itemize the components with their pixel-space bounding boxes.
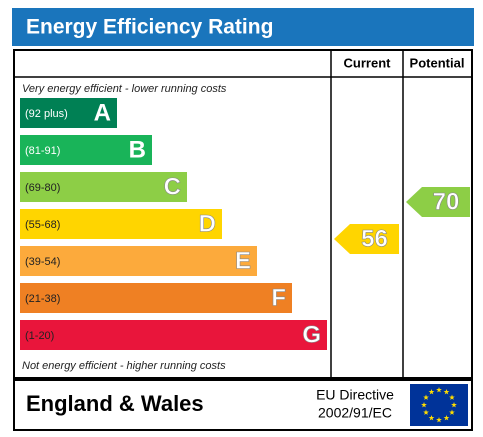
- band-letter: F: [271, 284, 286, 311]
- band-letter: E: [235, 247, 251, 274]
- directive: 2002/91/EC: [318, 405, 392, 421]
- region: England & Wales: [26, 391, 204, 416]
- band: [20, 283, 292, 313]
- column-header: Current: [344, 55, 392, 70]
- star: [443, 415, 450, 421]
- band: [20, 172, 187, 202]
- top-note: Very energy efficient - lower running co…: [22, 83, 227, 95]
- column-header: Potential: [410, 55, 465, 70]
- band: [20, 246, 257, 276]
- band-letter: G: [302, 321, 321, 348]
- rating-value: 56: [361, 225, 388, 252]
- band-letter: B: [129, 136, 146, 163]
- rating-arrow: [334, 224, 399, 254]
- band: [20, 209, 222, 239]
- band-range: (39-54): [25, 256, 60, 268]
- band-letter: A: [94, 99, 111, 126]
- star: [443, 389, 450, 395]
- directive: EU Directive: [316, 387, 394, 403]
- star: [449, 394, 455, 400]
- band-range: (92 plus): [25, 108, 68, 120]
- footer-frame: [13, 379, 473, 431]
- star: [428, 389, 435, 395]
- star: [436, 387, 442, 393]
- title: Energy Efficiency Rating: [26, 16, 273, 39]
- star: [423, 394, 429, 400]
- band: [20, 135, 152, 165]
- rating-value: 70: [433, 188, 460, 215]
- eu-stars: [421, 387, 457, 423]
- header-bar: [12, 8, 474, 46]
- bottom-note: Not energy efficient - higher running co…: [22, 360, 226, 372]
- star: [421, 402, 427, 408]
- band-range: (1-20): [25, 330, 54, 342]
- band-range: (69-80): [25, 182, 60, 194]
- band: [20, 98, 117, 128]
- band-range: (21-38): [25, 293, 60, 305]
- rating-arrow: [406, 187, 470, 217]
- band-range: (81-91): [25, 145, 60, 157]
- star: [428, 415, 435, 421]
- band-letter: D: [199, 210, 216, 237]
- band-letter: C: [164, 173, 181, 200]
- band: [20, 320, 327, 350]
- main-frame: [13, 49, 473, 379]
- star: [449, 409, 455, 415]
- star: [423, 409, 429, 415]
- star: [436, 417, 442, 423]
- star: [451, 402, 457, 408]
- band-range: (55-68): [25, 219, 60, 231]
